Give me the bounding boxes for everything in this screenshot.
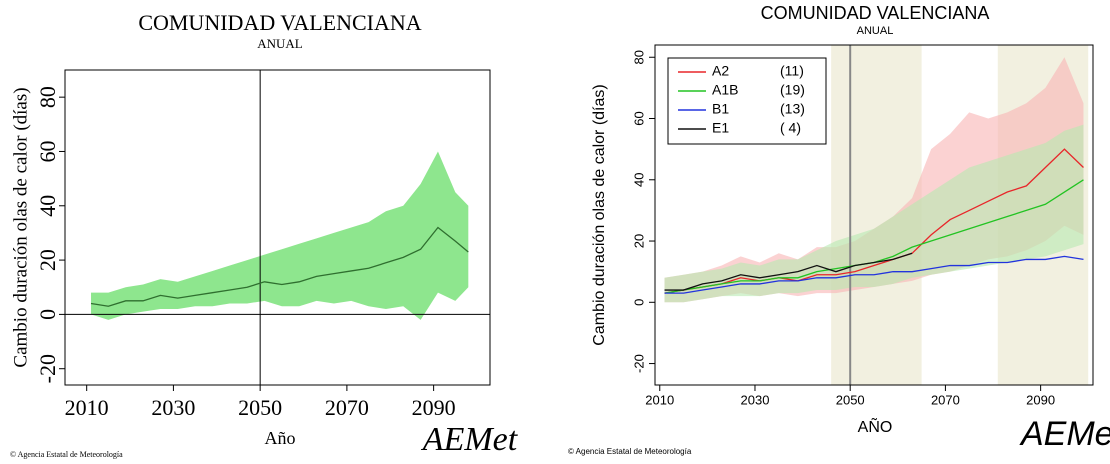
series-line — [664, 255, 1084, 294]
source-note: © Agencia Estatal de Meteorología — [568, 447, 692, 456]
plot-area — [65, 70, 490, 385]
y-tick-label: -20 — [631, 354, 646, 373]
x-tick-label: 2050 — [238, 395, 282, 420]
range-band — [664, 124, 1084, 303]
y-tick-label: 20 — [35, 249, 60, 271]
y-tick-label: -20 — [35, 354, 60, 383]
x-tick-label: 2070 — [325, 395, 369, 420]
series-line — [664, 148, 1084, 294]
x-tick-label: 2070 — [931, 392, 960, 407]
legend-label: A1B — [712, 82, 738, 98]
legend-count: (13) — [780, 101, 805, 117]
series-line — [90, 226, 469, 307]
logo: AEMet — [1019, 415, 1110, 453]
source-note: © Agencia Estatal de Meteorología — [10, 450, 123, 459]
y-tick-label: 0 — [631, 299, 646, 306]
chart-title: COMUNIDAD VALENCIANA — [761, 3, 990, 23]
x-tick-label: 2010 — [65, 395, 109, 420]
y-tick-label: 80 — [35, 86, 60, 108]
y-axis-label: Cambio duración olas de calor (días) — [10, 87, 31, 367]
legend-label: E1 — [712, 120, 729, 136]
plot-frame — [654, 44, 1094, 386]
logo: AEMet — [421, 421, 519, 458]
y-tick-label: 20 — [631, 234, 646, 248]
legend-count: (19) — [780, 82, 805, 98]
y-tick-label: 60 — [35, 140, 60, 162]
range-band — [91, 151, 469, 320]
legend-label: A2 — [712, 63, 729, 79]
x-tick-label: 2030 — [741, 392, 770, 407]
right-chart: COMUNIDAD VALENCIANA ANUAL AÑO Cambio durac… — [568, 3, 1110, 456]
x-tick-label: 2050 — [836, 392, 865, 407]
x-tick-label: 2010 — [645, 392, 674, 407]
y-tick-label: 0 — [35, 309, 60, 320]
chart-subtitle: ANUAL — [857, 25, 894, 37]
chart-subtitle: ANUAL — [257, 36, 303, 51]
x-axis-label: Año — [265, 428, 296, 448]
x-axis-label: AÑO — [858, 416, 893, 436]
x-tick-label: 2030 — [151, 395, 195, 420]
x-tick-label: 2090 — [412, 395, 456, 420]
plot-area — [664, 45, 1089, 385]
y-tick-label: 80 — [631, 50, 646, 64]
plot-frame — [64, 69, 491, 386]
legend-count: (11) — [780, 63, 804, 79]
y-tick-label: 40 — [35, 195, 60, 217]
y-tick-label: 40 — [631, 173, 646, 187]
legend-label: B1 — [712, 101, 729, 117]
legend-count: ( 4) — [780, 120, 801, 136]
y-tick-label: 60 — [631, 111, 646, 125]
series-line — [664, 252, 913, 291]
x-tick-label: 2090 — [1026, 392, 1055, 407]
chart-title: COMUNIDAD VALENCIANA — [138, 10, 421, 35]
y-axis-label: Cambio duración olas de calor (días) — [591, 84, 608, 345]
